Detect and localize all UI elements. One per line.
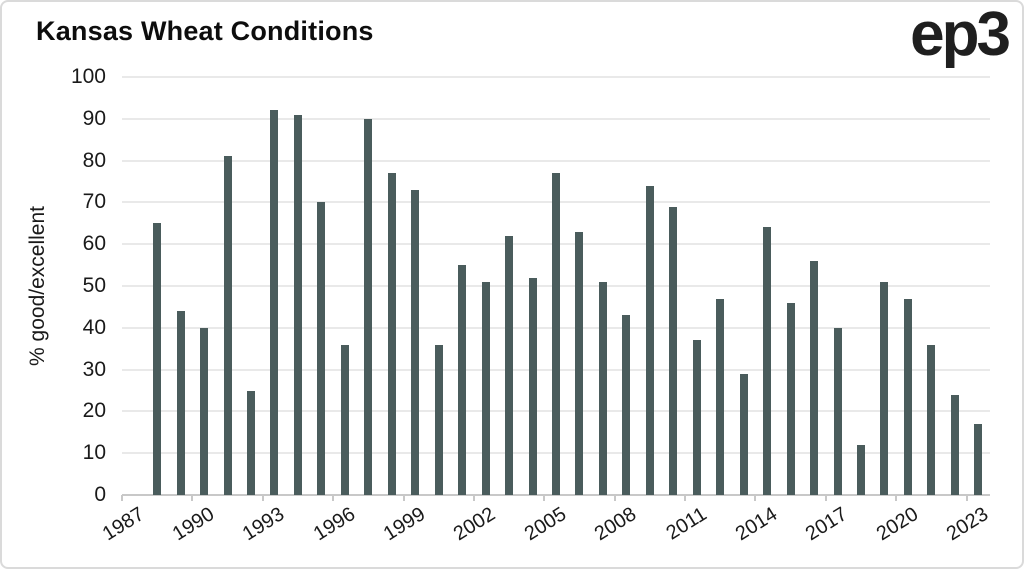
- gridline-y-90: [122, 117, 990, 120]
- y-tick-label-70: 70: [82, 190, 106, 214]
- bar-2009: [645, 185, 654, 495]
- x-tick-label-2020: 2020: [872, 503, 922, 546]
- bar-2005: [552, 173, 560, 495]
- plot-area: 1987 1990 1993 1996 1999 2002 2005 2008 2011 2014…: [98, 76, 992, 545]
- x-tick-2023: [965, 495, 968, 501]
- x-tick-label-1999: 1999: [379, 503, 430, 546]
- x-tick-label-1990: 1990: [168, 503, 219, 546]
- ep3-logo: ep3: [910, 0, 1011, 69]
- y-tick-label-30: 30: [82, 357, 106, 381]
- bar-1993: [270, 110, 279, 495]
- bar-1998: [387, 173, 396, 495]
- bar-1991: [223, 156, 232, 495]
- x-tick-label-1996: 1996: [309, 503, 359, 546]
- x-tick-label-2017: 2017: [802, 503, 852, 546]
- y-tick-label-60: 60: [82, 232, 106, 256]
- bar-2019: [880, 281, 889, 495]
- bar-1999: [411, 189, 420, 495]
- bar-2013: [739, 373, 748, 495]
- x-tick-label-2014: 2014: [731, 503, 782, 546]
- bar-2014: [763, 227, 772, 495]
- gridline-y-100: [122, 76, 990, 78]
- bar-2010: [669, 206, 678, 495]
- bar-2016: [810, 260, 819, 495]
- x-tick-1996: [332, 495, 335, 501]
- x-tick-2017: [824, 495, 827, 501]
- x-tick-label-1993: 1993: [239, 503, 289, 546]
- bar-2017: [833, 327, 842, 495]
- x-tick-label-2023: 2023: [942, 503, 993, 546]
- x-tick-2008: [613, 495, 616, 501]
- y-tick-label-100: 100: [70, 65, 106, 88]
- x-tick-label-1987: 1987: [98, 503, 148, 546]
- bar-2006: [575, 231, 584, 495]
- bar-2015: [786, 302, 795, 495]
- x-tick-2002: [472, 495, 475, 501]
- bar-1992: [247, 390, 256, 495]
- bar-1989: [176, 311, 185, 495]
- bar-2012: [716, 298, 725, 495]
- bar-2011: [692, 340, 701, 495]
- y-tick-label-0: 0: [94, 483, 106, 506]
- bar-2003: [505, 235, 514, 495]
- gridline-y-80: [122, 159, 990, 162]
- x-axis-line: [122, 494, 990, 496]
- bar-2020: [903, 298, 912, 495]
- bar-2000: [434, 344, 443, 495]
- x-tick-label-2002: 2002: [450, 503, 500, 546]
- y-tick-label-10: 10: [82, 441, 106, 465]
- bar-2018: [856, 444, 865, 495]
- bar-2007: [598, 281, 607, 495]
- bar-1997: [364, 118, 373, 495]
- bar-1994: [293, 114, 302, 495]
- chart-title: Kansas Wheat Conditions: [36, 16, 374, 46]
- x-tick-1993: [261, 495, 264, 501]
- bar-1988: [153, 223, 162, 495]
- y-tick-label-40: 40: [82, 315, 106, 339]
- x-tick-2014: [754, 495, 757, 501]
- x-tick-2005: [543, 495, 546, 501]
- bar-2022: [950, 394, 959, 495]
- x-tick-1990: [191, 495, 194, 501]
- y-tick-label-90: 90: [82, 106, 106, 130]
- y-tick-label-20: 20: [82, 399, 106, 423]
- bar-2004: [528, 277, 537, 495]
- x-tick-label-2011: 2011: [662, 503, 711, 545]
- bar-1995: [317, 202, 326, 495]
- x-tick-label-2008: 2008: [590, 503, 641, 546]
- y-tick-label-50: 50: [82, 274, 106, 297]
- x-tick-label-2005: 2005: [520, 503, 570, 546]
- x-tick-2020: [895, 495, 898, 501]
- bar-2001: [458, 265, 467, 495]
- bar-1996: [340, 344, 349, 495]
- x-tick-2011: [684, 495, 687, 501]
- x-tick-1987: [121, 495, 123, 501]
- y-axis-tick-labels: 0 10 20 30 40 50 60 70 80 90 100: [2, 65, 106, 506]
- bar-2002: [481, 281, 490, 495]
- bar-1990: [200, 327, 209, 495]
- y-tick-label-80: 80: [82, 148, 106, 172]
- bar-2023: [974, 423, 983, 495]
- bar-2008: [622, 315, 631, 495]
- x-tick-1999: [402, 495, 405, 501]
- bar-2021: [927, 344, 936, 495]
